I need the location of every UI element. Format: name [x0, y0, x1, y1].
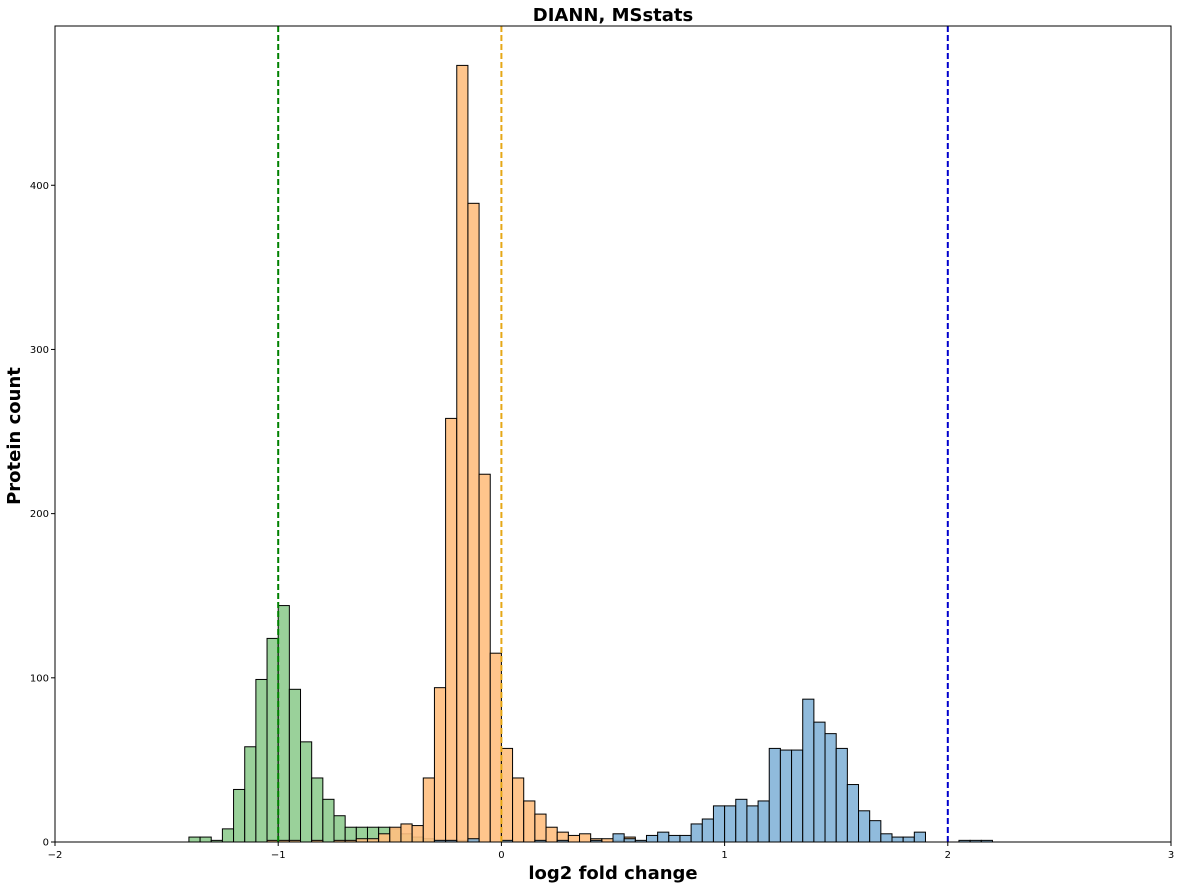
x-axis-label: log2 fold change [528, 863, 697, 884]
histogram-bar-s2-b26 [824, 733, 837, 843]
histogram-bar-s0-b0 [188, 836, 201, 843]
y-axis-label: Protein count [4, 367, 25, 505]
y-tick-label-1: 100 [30, 673, 49, 684]
histogram-bar-s0-b12 [322, 798, 335, 843]
histogram-bar-s1-b17 [467, 202, 480, 843]
histogram-bar-s1-b14 [433, 687, 447, 843]
histogram-bar-s2-b30 [869, 820, 882, 843]
histogram-bar-s1-b20 [500, 747, 514, 843]
histogram-bar-s2-b18 [735, 798, 748, 843]
histogram-bar-s1-b18 [478, 473, 491, 843]
histogram-bar-s2-b27 [835, 747, 848, 843]
histogram-bar-s0-b3 [221, 828, 235, 843]
plot-frame [54, 25, 1172, 843]
histogram-bar-s0-b1 [199, 836, 212, 843]
histogram-bar-s1-b13 [422, 777, 435, 843]
histogram-bar-s1-b26 [567, 834, 581, 843]
histogram-bar-s0-b4 [233, 788, 246, 843]
histogram-bar-s2-b32 [891, 836, 904, 843]
histogram-bar-s1-b12 [411, 825, 424, 843]
histogram-bar-s2-b33 [902, 836, 915, 843]
histogram-bar-s0-b6 [255, 678, 268, 843]
y-tick-label-0: 0 [43, 838, 49, 849]
x-tick-label-3: 1 [721, 850, 727, 861]
x-tick-label-0: −2 [48, 850, 63, 861]
histogram-bar-s2-b22 [779, 749, 793, 843]
histogram-bar-s0-b10 [300, 741, 313, 843]
histogram-bar-s1-b23 [534, 813, 547, 843]
x-tick-label-2: 0 [498, 850, 504, 861]
y-tick-label-3: 300 [30, 345, 49, 356]
histogram-bar-s2-b13 [679, 834, 692, 843]
histogram-bar-s1-b21 [512, 777, 525, 843]
histogram-bar-s2-b24 [802, 698, 815, 843]
histogram-bar-s2-b12 [668, 834, 681, 843]
histogram-bar-s1-b16 [456, 64, 469, 843]
histogram-bar-s2-b16 [712, 805, 726, 843]
histogram-bar-s2-b15 [701, 818, 714, 843]
histogram-bar-s2-b19 [746, 805, 759, 843]
histogram-bar-s2-b29 [858, 810, 871, 843]
x-tick-label-4: 2 [945, 850, 951, 861]
histogram-bar-s2-b17 [724, 805, 737, 843]
histogram-bar-s2-b28 [846, 784, 860, 843]
histogram-bar-s0-b14 [344, 826, 357, 843]
histogram-bar-s0-b13 [333, 815, 346, 843]
histogram-bar-s2-b25 [813, 721, 826, 843]
histogram-bar-s2-b14 [690, 823, 703, 843]
histogram-bar-s2-b10 [645, 834, 659, 843]
chart-title: DIANN, MSstats [533, 5, 693, 26]
histogram-bar-s2-b20 [757, 800, 770, 843]
histogram-bar-s1-b10 [389, 826, 402, 843]
histogram-bar-s2-b11 [657, 831, 670, 843]
histogram-bar-s0-b8 [277, 605, 290, 843]
histogram-bar-s1-b22 [523, 800, 536, 843]
histogram-bar-s0-b7 [266, 637, 279, 843]
histogram-bar-s1-b9 [378, 833, 391, 843]
histogram-bar-s2-b31 [880, 833, 893, 843]
x-tick-label-5: 3 [1168, 850, 1174, 861]
y-tick-label-2: 200 [30, 509, 49, 520]
histogram-bar-s1-b19 [489, 652, 502, 843]
histogram-bar-s1-b24 [545, 826, 558, 843]
histogram-bar-s1-b11 [400, 823, 413, 843]
histogram-bar-s0-b11 [311, 777, 324, 843]
plot-area [54, 25, 1172, 843]
histogram-bar-s2-b21 [768, 747, 781, 843]
histogram-bar-s2-b23 [791, 749, 804, 843]
histogram-bar-s1-b15 [445, 417, 458, 843]
histogram-bar-s2-b7 [612, 833, 625, 843]
histogram-bar-s0-b9 [288, 688, 302, 843]
histogram-bar-s1-b27 [579, 833, 592, 843]
histogram-bar-s2-b34 [913, 831, 926, 843]
y-tick-label-4: 400 [30, 181, 49, 192]
x-tick-label-1: −1 [271, 850, 286, 861]
axis-ticks: −2 −1 0 1 2 3 0 100 200 300 400 [30, 181, 1174, 861]
histogram-bar-s0-b5 [244, 746, 257, 843]
